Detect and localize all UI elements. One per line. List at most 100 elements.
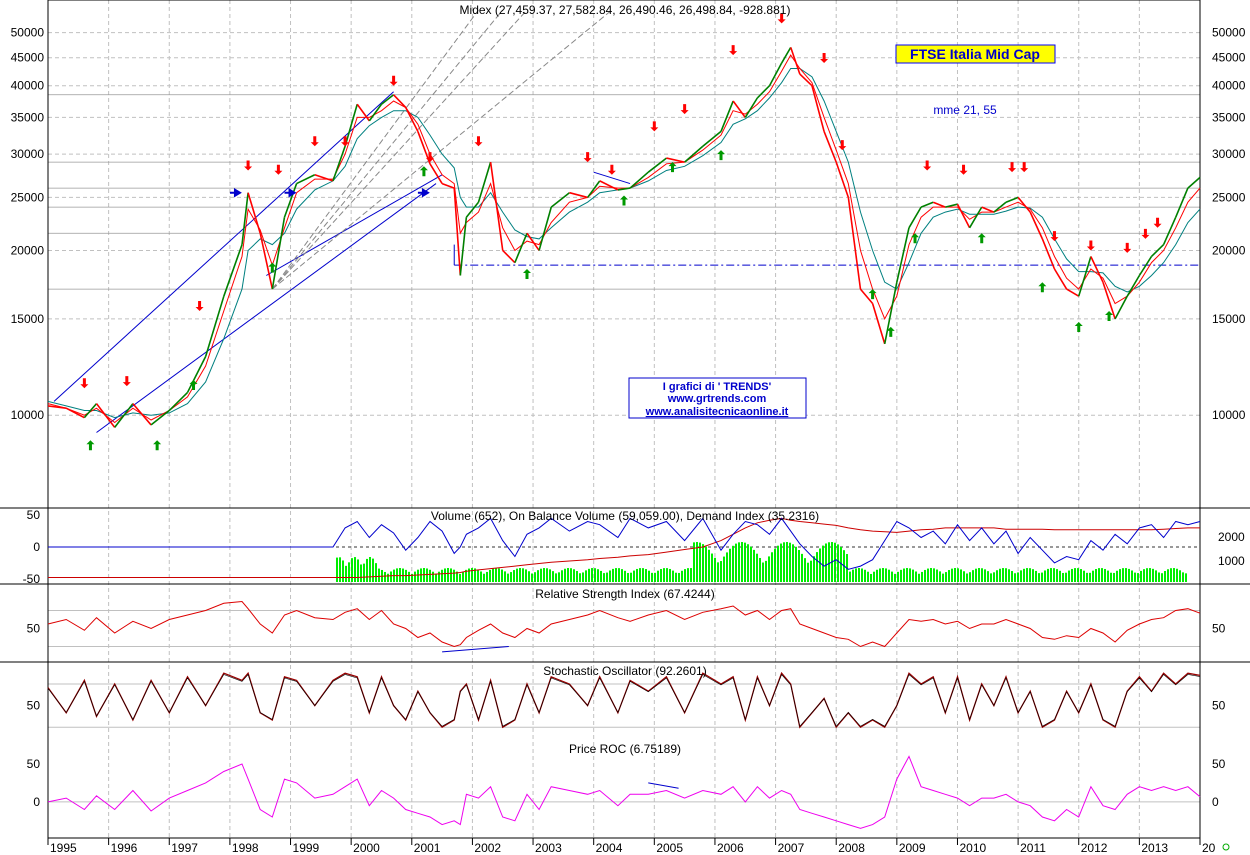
sell-arrow: [959, 164, 968, 175]
price-segment: [1077, 256, 1092, 297]
volume-bar: [1011, 571, 1013, 582]
volume-bar: [735, 543, 737, 582]
sell-arrow: [607, 164, 616, 175]
volume-bar: [1119, 569, 1121, 582]
volume-bar: [1050, 568, 1052, 582]
volume-bar: [1101, 568, 1103, 582]
price-segment: [956, 203, 971, 229]
price-segment: [1090, 256, 1104, 283]
sell-arrow: [1050, 231, 1059, 242]
price-segment: [896, 227, 910, 283]
roc-trendline: [648, 782, 679, 789]
volume-bar: [858, 568, 860, 582]
volume-bar: [336, 557, 338, 582]
volume-bar: [561, 570, 563, 582]
volume-bar: [756, 553, 758, 582]
volume-bar: [792, 544, 794, 582]
volume-bar: [759, 557, 761, 582]
buy-arrow: [86, 440, 95, 451]
price-segment: [114, 403, 134, 428]
volume-bar: [936, 569, 938, 582]
volume-bar: [486, 571, 488, 582]
price-segment: [1162, 216, 1177, 245]
volume-bar: [717, 562, 719, 582]
price-segment: [780, 46, 792, 64]
volume-bar: [1158, 572, 1160, 582]
y-tick-label-right: 20000: [1212, 243, 1246, 257]
sell-arrow: [923, 160, 932, 171]
volume-bar: [600, 570, 602, 582]
price-segment: [526, 232, 540, 251]
obv-line: [48, 517, 1201, 570]
volume-bar: [492, 568, 494, 582]
price-segment: [811, 85, 825, 132]
volume-bar: [444, 568, 446, 582]
y-tick-label: 50: [27, 757, 41, 771]
price-segment: [1150, 244, 1165, 258]
buy-arrow: [1105, 311, 1114, 322]
volume-bar: [696, 542, 698, 582]
volume-bar: [1074, 568, 1076, 582]
volume-bar: [1167, 569, 1169, 582]
volume-bar: [1179, 570, 1181, 582]
volume-bar: [885, 568, 887, 582]
volume-bar: [945, 572, 947, 582]
y-tick-label-right: 40000: [1212, 79, 1246, 93]
volume-bar: [723, 556, 725, 582]
volume-bar: [456, 571, 458, 582]
price-segment: [1005, 196, 1019, 203]
roc-panel-title: Price ROC (6.75189): [569, 742, 681, 756]
y-tick-label-right: 0: [1212, 795, 1219, 809]
price-segment: [799, 73, 813, 87]
volume-bar: [1149, 568, 1151, 582]
price-segment: [1102, 281, 1116, 320]
sell-arrow: [274, 164, 283, 175]
volume-bar: [666, 568, 668, 582]
price-segment: [920, 201, 934, 208]
y-tick-label: 45000: [11, 51, 45, 65]
price-segment: [283, 183, 298, 218]
volume-bar: [546, 568, 548, 582]
price-segment: [968, 206, 983, 229]
volume-bar: [1143, 569, 1145, 582]
volume-bar: [939, 571, 941, 582]
volume-bar: [1128, 568, 1130, 582]
volume-bar: [771, 552, 773, 582]
volume-bar: [438, 571, 440, 582]
volume-bar: [690, 568, 692, 582]
price-segment: [981, 206, 995, 213]
y-tick-label-right: 50: [1212, 757, 1226, 771]
volume-bar: [1032, 569, 1034, 582]
volume-bar: [1182, 572, 1184, 582]
price-segment: [271, 217, 286, 290]
volume-bar: [780, 543, 782, 582]
x-tick-label: 1996: [111, 841, 138, 855]
volume-bar: [957, 568, 959, 582]
volume-bar: [1089, 572, 1091, 582]
volume-bar: [462, 571, 464, 582]
volume-bar: [453, 569, 455, 582]
volume-bar: [576, 571, 578, 582]
volume-bar: [357, 559, 359, 582]
sell-arrow: [389, 75, 398, 86]
volume-bar: [345, 565, 347, 582]
volume-bar: [540, 568, 542, 582]
volume-bar: [1155, 570, 1157, 582]
volume-bar: [933, 568, 935, 582]
volume-bar: [1047, 568, 1049, 582]
volume-bar: [1023, 568, 1025, 582]
volume-bar: [897, 571, 899, 582]
volume-bar: [687, 568, 689, 582]
volume-bar: [384, 571, 386, 582]
price-segment: [932, 201, 946, 208]
volume-bar: [555, 573, 557, 582]
price-segment: [441, 182, 455, 189]
volume-bar: [1008, 569, 1010, 582]
volume-bar: [531, 573, 533, 582]
rsi-line: [47, 600, 1201, 648]
volume-bar: [1161, 573, 1163, 582]
volume-bar: [948, 570, 950, 582]
indicator-series: [47, 517, 1201, 829]
sell-arrow: [838, 140, 847, 151]
buy-arrow: [620, 195, 628, 206]
